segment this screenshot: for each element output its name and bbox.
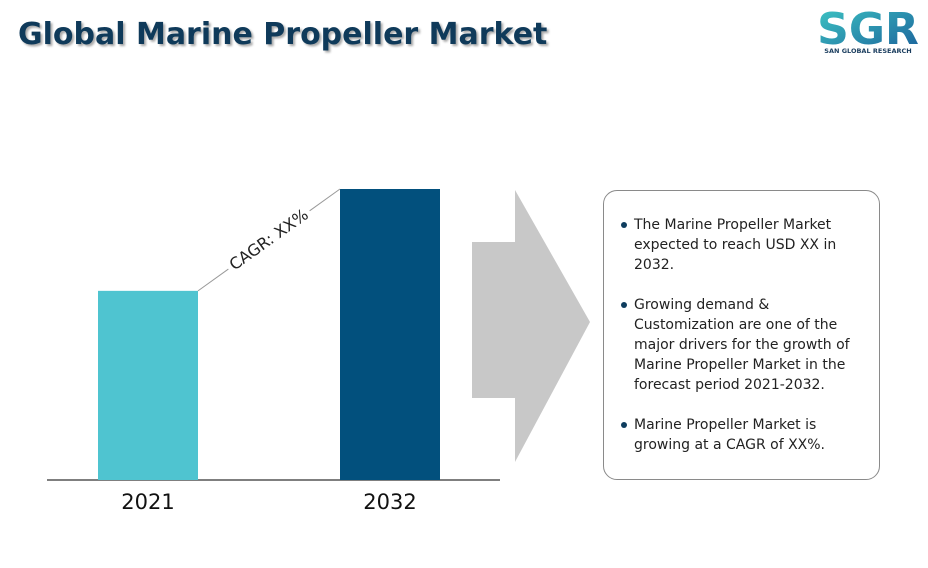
summary-item: Growing demand & Customization are one o… — [621, 295, 867, 395]
summary-box: The Marine Propeller Market expected to … — [603, 190, 880, 480]
summary-item: Marine Propeller Market is growing at a … — [621, 415, 867, 455]
summary-item: The Marine Propeller Market expected to … — [621, 215, 867, 275]
connector — [197, 268, 229, 292]
arrow — [472, 190, 590, 462]
chart-title: Global Marine Propeller Market — [18, 17, 547, 52]
x-tick-label: 2032 — [363, 490, 416, 514]
connector — [309, 188, 341, 212]
bar — [98, 290, 198, 480]
logo-name: SAN GLOBAL RESEARCH — [824, 47, 911, 55]
x-tick-label: 2021 — [121, 490, 174, 514]
annotation: CAGR: XX% — [226, 205, 312, 274]
bar — [340, 189, 440, 480]
summary-list: The Marine Propeller Market expected to … — [604, 191, 879, 455]
logo-mark: SGR — [817, 4, 919, 55]
